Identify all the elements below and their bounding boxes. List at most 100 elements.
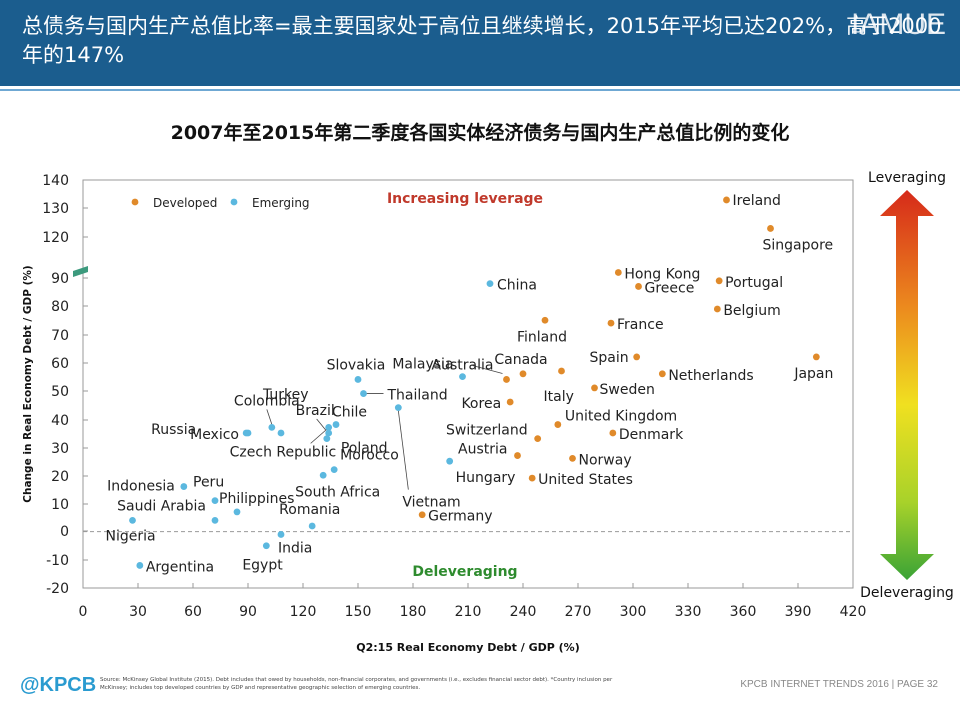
point-denmark	[609, 429, 617, 437]
point-label-peru: Peru	[193, 475, 224, 491]
point-label-finland: Finland	[517, 329, 567, 345]
y-tick-label: 20	[51, 469, 69, 485]
point-czech-republic	[325, 423, 333, 431]
point-label-south-africa: South Africa	[295, 484, 380, 500]
point-label-hong-kong: Hong Kong	[624, 267, 700, 283]
point-label-united-states: United States	[538, 472, 633, 488]
point-label-norway: Norway	[579, 452, 632, 468]
point-india	[277, 531, 285, 538]
leverage-gradient-arrow	[880, 190, 934, 580]
point-label-argentina: Argentina	[146, 559, 214, 575]
point-label-united-kingdom: United Kingdom	[565, 409, 677, 425]
kpcb-logo: @KPCB	[20, 674, 97, 696]
x-axis-label: Q2:15 Real Economy Debt / GDP (%)	[356, 641, 579, 654]
y-tick-label: 120	[42, 230, 69, 246]
point-china	[486, 280, 494, 288]
point-label-russia: Russia	[151, 422, 196, 438]
point-label-nigeria: Nigeria	[106, 528, 156, 544]
y-axis-label: Change in Real Economy Debt / GDP (%)	[22, 265, 34, 502]
y-tick-label: 30	[51, 441, 69, 457]
point-label-turkey: Turkey	[262, 387, 309, 403]
y-tick-label: 10	[51, 497, 69, 513]
leader-line-vietnam	[397, 410, 409, 490]
point-label-egypt: Egypt	[242, 558, 283, 574]
title-banner: 总债务与国内生产总值比率=最主要国家处于高位且继续增长，2015年平均已达202…	[0, 0, 960, 86]
y-tick-label: 50	[51, 384, 69, 400]
point-egypt	[262, 542, 270, 550]
y-tick-label: 0	[60, 524, 69, 540]
y-tick-label: 40	[51, 413, 69, 429]
x-tick-label: 120	[290, 604, 317, 620]
brand-watermark: IAMUE	[850, 8, 946, 41]
x-tick-label: 0	[79, 604, 88, 620]
x-tick-label: 60	[184, 604, 202, 620]
leader-line-colombia	[266, 409, 273, 425]
point-label-saudi-arabia: Saudi Arabia	[117, 498, 206, 514]
point-label-morocco: Morocco	[340, 448, 399, 464]
x-tick-label: 90	[239, 604, 257, 620]
leader-line-australia	[472, 365, 503, 374]
point-france	[607, 319, 615, 327]
point-brazil	[325, 429, 333, 437]
x-tick-label: 360	[730, 604, 757, 620]
point-label-hungary: Hungary	[456, 470, 516, 486]
point-greece	[635, 283, 642, 290]
point-label-denmark: Denmark	[619, 427, 684, 443]
annotation-deleveraging: Deleveraging	[412, 564, 517, 580]
point-korea	[506, 398, 514, 406]
y-tick-label: 80	[51, 299, 69, 315]
point-label-australia: Australia	[432, 357, 494, 373]
leader-line-brazil	[316, 418, 326, 431]
point-label-austria: Austria	[458, 442, 507, 458]
point-south-africa	[319, 471, 327, 479]
y-tick-label: 130	[42, 201, 69, 217]
point-colombia	[268, 423, 276, 431]
point-thailand	[360, 390, 367, 397]
y-tick-label: -20	[46, 581, 69, 597]
point-austria	[514, 452, 521, 459]
point-label-france: France	[617, 317, 664, 333]
point-label-india: India	[278, 540, 312, 556]
point-turkey	[277, 429, 285, 437]
legend-marker-emerging	[230, 198, 238, 206]
point-belgium	[713, 305, 721, 313]
legend-label-developed: Developed	[153, 196, 217, 210]
point-finland	[541, 316, 549, 324]
point-label-romania: Romania	[279, 502, 340, 518]
x-tick-label: 30	[129, 604, 147, 620]
point-label-sweden: Sweden	[600, 382, 655, 398]
point-sweden	[591, 384, 598, 392]
x-tick-label: 210	[455, 604, 482, 620]
point-spain	[633, 353, 641, 361]
point-label-canada: Canada	[494, 352, 547, 368]
header-divider	[0, 89, 960, 91]
point-united-states	[528, 474, 536, 482]
point-argentina	[136, 562, 144, 569]
arrow-label-deleveraging: Deleveraging	[860, 585, 954, 601]
plot-frame	[82, 179, 854, 589]
point-canada	[519, 370, 527, 378]
point-label-switzerland: Switzerland	[446, 423, 528, 439]
slide-title: 总债务与国内生产总值比率=最主要国家处于高位且继续增长，2015年平均已达202…	[22, 14, 942, 67]
point-chile	[332, 421, 340, 428]
point-united-kingdom	[554, 421, 562, 428]
point-label-singapore: Singapore	[763, 237, 834, 253]
point-vietnam	[394, 404, 402, 412]
x-tick-label: 240	[510, 604, 537, 620]
point-mexico	[244, 429, 252, 437]
point-morocco	[330, 466, 338, 474]
point-slovakia	[354, 376, 362, 383]
point-label-poland: Poland	[341, 441, 388, 457]
x-tick-label: 420	[840, 604, 867, 620]
point-label-chile: Chile	[332, 405, 367, 421]
point-singapore	[767, 225, 774, 232]
point-switzerland	[534, 435, 542, 443]
point-norway	[569, 454, 576, 462]
point-label-china: China	[497, 278, 537, 294]
legend-label-emerging: Emerging	[252, 196, 310, 210]
x-tick-label: 330	[675, 604, 702, 620]
point-label-korea: Korea	[461, 396, 501, 412]
chart-title: 2007年至2015年第二季度各国实体经济债务与国内生产总值比例的变化	[170, 122, 790, 144]
legend-marker-developed	[131, 198, 139, 206]
x-tick-label: 300	[620, 604, 647, 620]
